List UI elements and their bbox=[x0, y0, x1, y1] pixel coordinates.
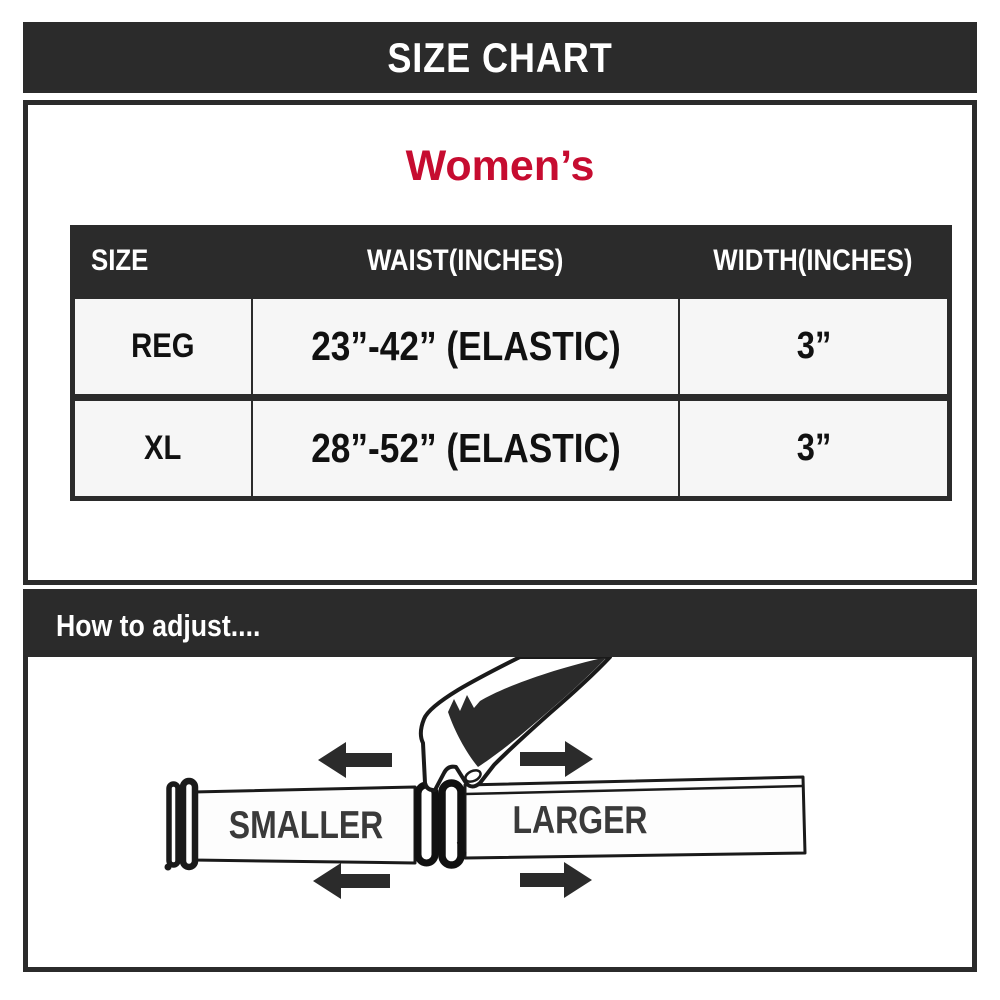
belt-slider-buckle-icon bbox=[414, 779, 467, 869]
cell-size-xl: XL bbox=[75, 394, 252, 496]
banner-title: SIZE CHART bbox=[387, 33, 613, 81]
cell-width-reg: 3” bbox=[678, 292, 947, 394]
arrow-left-upper-icon bbox=[318, 742, 392, 778]
belt-end-buckle-icon bbox=[164, 777, 199, 871]
how-to-adjust-bar: How to adjust.... bbox=[28, 594, 972, 657]
belt-hem-line bbox=[464, 784, 804, 796]
cell-waist-xl: 28”-52” (ELASTIC) bbox=[251, 394, 679, 496]
larger-label: LARGER bbox=[513, 798, 648, 842]
arrow-right-lower-icon bbox=[520, 862, 592, 898]
header-width: WIDTH(INCHES) bbox=[678, 230, 947, 292]
how-to-adjust-title: How to adjust.... bbox=[56, 607, 261, 643]
hand-icon bbox=[418, 657, 612, 793]
section-title-womens: Women’s bbox=[405, 142, 595, 190]
belt-adjust-illustration: SMALLER LARGER bbox=[164, 657, 807, 899]
header-waist: WAIST(INCHES) bbox=[251, 230, 679, 292]
cell-width-xl: 3” bbox=[678, 394, 947, 496]
how-to-adjust-section: How to adjust.... SMALLER LARGER bbox=[23, 589, 977, 972]
table-row-reg: REG 23”-42” (ELASTIC) 3” bbox=[75, 292, 947, 394]
cell-waist-reg: 23”-42” (ELASTIC) bbox=[251, 292, 679, 394]
arrow-left-lower-icon bbox=[313, 863, 390, 899]
header-size: SIZE bbox=[75, 230, 252, 292]
thumb-nail bbox=[464, 769, 482, 783]
table-row-xl: XL 28”-52” (ELASTIC) 3” bbox=[75, 394, 947, 496]
belt-right-strap bbox=[463, 775, 807, 860]
size-table-header-row: SIZE WAIST(INCHES) WIDTH(INCHES) bbox=[75, 230, 947, 292]
smaller-label: SMALLER bbox=[229, 803, 384, 847]
cell-size-reg: REG bbox=[75, 292, 252, 394]
size-chart-banner: SIZE CHART bbox=[23, 22, 977, 93]
size-table: SIZE WAIST(INCHES) WIDTH(INCHES) REG 23”… bbox=[70, 225, 952, 501]
womens-size-section: Women’s SIZE WAIST(INCHES) WIDTH(INCHES)… bbox=[23, 100, 977, 585]
arrow-right-upper-icon bbox=[520, 741, 593, 777]
